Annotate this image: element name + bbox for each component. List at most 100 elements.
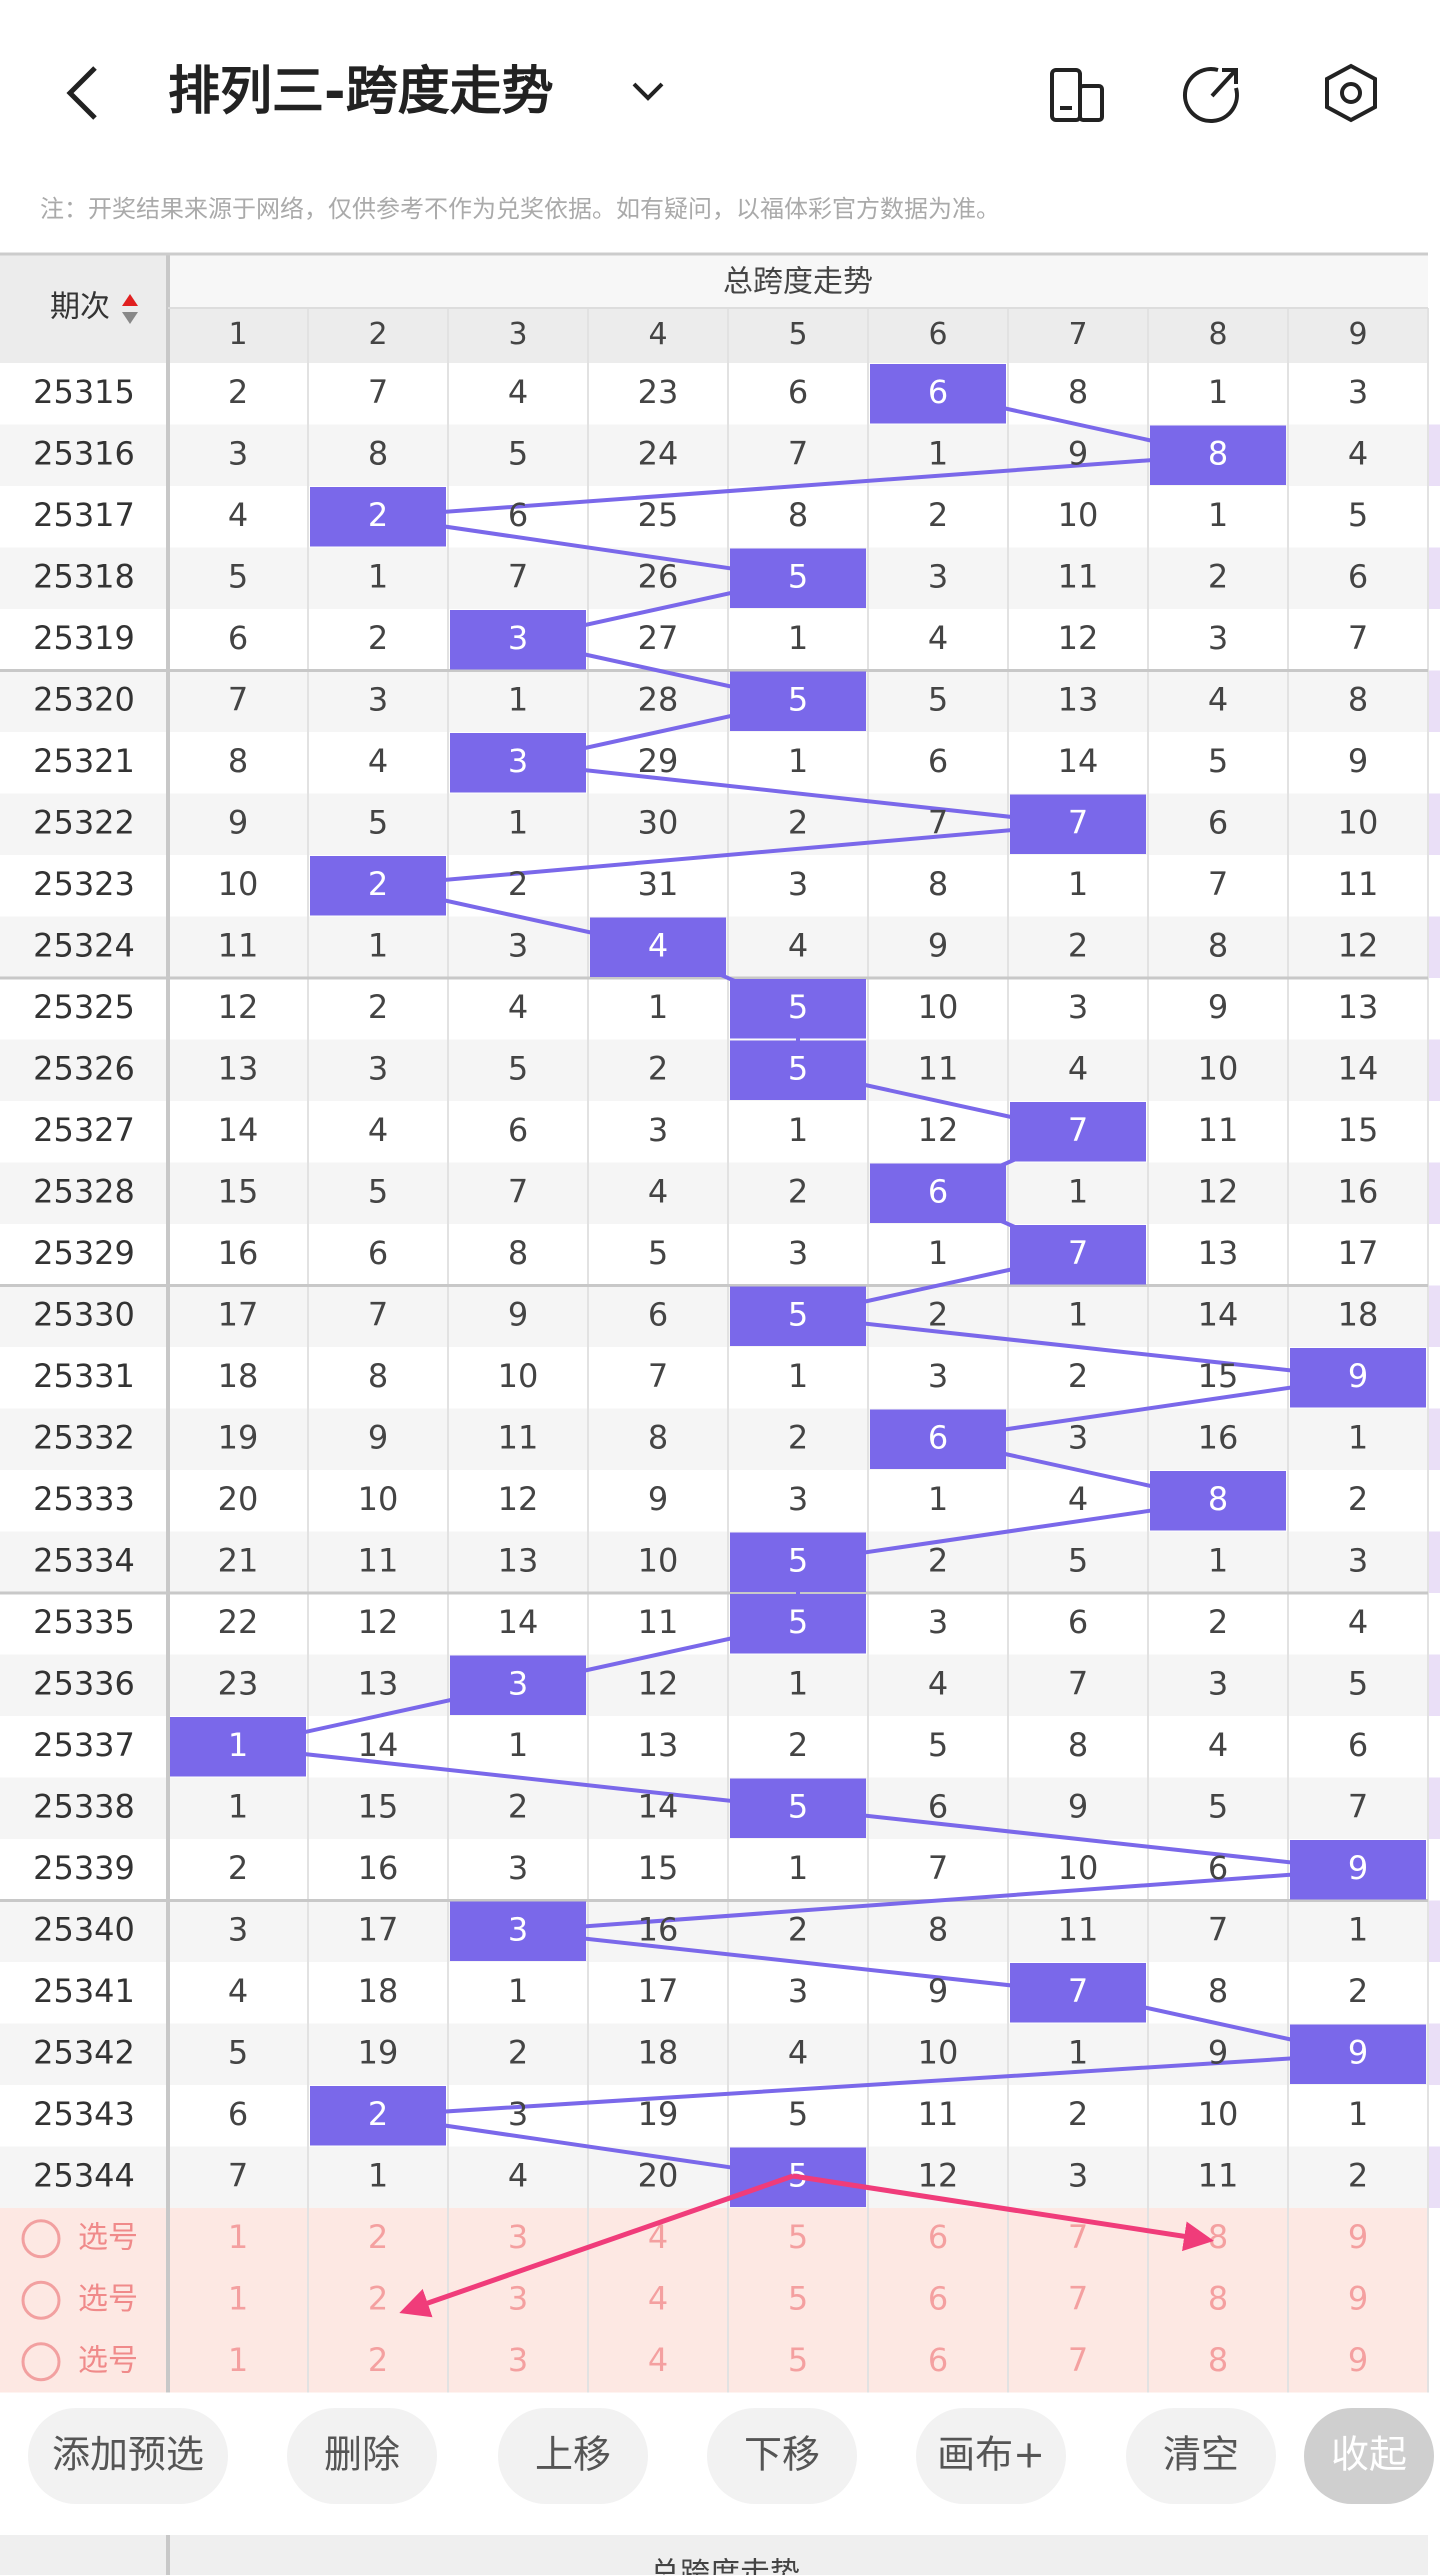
pick-number[interactable]: 6	[928, 2218, 948, 2256]
omission-value: 11	[918, 2095, 959, 2133]
omission-value: 1	[1348, 1418, 1368, 1456]
omission-value: 3	[1068, 988, 1088, 1026]
pick-number[interactable]: 6	[928, 2279, 948, 2317]
pick-number[interactable]: 5	[788, 2279, 808, 2317]
toolbar-button[interactable]	[1126, 2408, 1276, 2504]
omission-value: 5	[1348, 496, 1368, 534]
share-icon[interactable]	[1183, 67, 1239, 123]
pick-number[interactable]: 8	[1208, 2341, 1228, 2379]
pick-radio[interactable]	[21, 2219, 61, 2259]
omission-value: 23	[638, 373, 679, 411]
omission-value: 3	[228, 434, 248, 472]
pick-number[interactable]: 2	[368, 2218, 388, 2256]
omission-value: 1	[1348, 1910, 1368, 1948]
omission-value: 7	[508, 557, 528, 595]
omission-value: 10	[918, 988, 959, 1026]
toolbar-button[interactable]	[1304, 2408, 1434, 2504]
pick-radio[interactable]	[21, 2342, 61, 2382]
omission-value: 11	[638, 1603, 679, 1641]
settings-icon[interactable]	[1325, 63, 1377, 123]
omission-value: 3	[788, 1234, 808, 1272]
toolbar-button-label[interactable]: 清空	[1163, 2433, 1239, 2477]
pick-number[interactable]: 5	[788, 2341, 808, 2379]
toolbar-button[interactable]	[28, 2408, 228, 2504]
omission-value: 6	[228, 619, 248, 657]
omission-value: 8	[368, 1357, 388, 1395]
row-bg	[0, 1285, 1428, 1347]
pick-number[interactable]: 9	[1348, 2279, 1368, 2317]
layout-icon[interactable]	[1050, 68, 1104, 122]
pick-number[interactable]: 4	[648, 2341, 668, 2379]
span-hit-label: 5	[788, 557, 808, 595]
column-header: 8	[1208, 317, 1227, 352]
toolbar-button-label[interactable]: 上移	[535, 2433, 611, 2477]
toolbar-button[interactable]	[916, 2408, 1066, 2504]
pick-number[interactable]: 9	[1348, 2341, 1368, 2379]
omission-value: 8	[1068, 1726, 1088, 1764]
omission-value: 9	[1068, 1787, 1088, 1825]
pick-number[interactable]: 2	[368, 2279, 388, 2317]
omission-value: 2	[788, 803, 808, 841]
omission-value: 6	[1348, 1726, 1368, 1764]
toolbar-button-label[interactable]: 下移	[744, 2433, 820, 2477]
period: 25324	[33, 926, 135, 964]
omission-value: 15	[218, 1172, 259, 1210]
omission-value: 1	[368, 926, 388, 964]
toolbar-button-label[interactable]: 收起	[1331, 2433, 1407, 2477]
pick-number[interactable]: 8	[1208, 2279, 1228, 2317]
row-bg	[0, 1101, 1428, 1163]
omission-value: 4	[648, 1172, 668, 1210]
pick-number[interactable]: 1	[228, 2218, 248, 2256]
omission-value: 3	[648, 1111, 668, 1149]
pick-number[interactable]: 3	[508, 2279, 528, 2317]
omission-value: 2	[368, 619, 388, 657]
pick-number[interactable]: 8	[1208, 2218, 1228, 2256]
omission-value: 17	[218, 1295, 259, 1333]
omission-value: 15	[1338, 1111, 1379, 1149]
span-hit-label: 7	[1068, 1234, 1088, 1272]
omission-value: 4	[1068, 1049, 1088, 1087]
toolbar-button[interactable]	[287, 2408, 437, 2504]
toolbar-button-label[interactable]: 画布+	[937, 2433, 1045, 2477]
omission-value: 2	[508, 1787, 528, 1825]
pick-number[interactable]: 5	[788, 2218, 808, 2256]
pick-radio[interactable]	[21, 2280, 61, 2320]
pick-number[interactable]: 7	[1068, 2279, 1088, 2317]
dropdown-icon[interactable]	[632, 82, 664, 101]
period: 25340	[33, 1910, 135, 1948]
omission-value: 7	[368, 1295, 388, 1333]
pick-number[interactable]: 1	[228, 2279, 248, 2317]
pick-number[interactable]: 9	[1348, 2218, 1368, 2256]
row-bg	[0, 1962, 1428, 2024]
omission-value: 5	[648, 1234, 668, 1272]
row-edge	[1428, 855, 1440, 917]
pick-number[interactable]: 3	[508, 2341, 528, 2379]
column-header: 5	[788, 317, 807, 352]
span-hit	[730, 1778, 866, 1838]
period: 25315	[33, 373, 135, 411]
toolbar-button[interactable]	[498, 2408, 648, 2504]
omission-value: 9	[368, 1418, 388, 1456]
pick-number[interactable]: 4	[648, 2279, 668, 2317]
pick-number[interactable]: 6	[928, 2341, 948, 2379]
omission-value: 4	[368, 1111, 388, 1149]
pick-number[interactable]: 2	[368, 2341, 388, 2379]
pick-number[interactable]: 3	[508, 2218, 528, 2256]
pick-number[interactable]: 1	[228, 2341, 248, 2379]
toolbar-button[interactable]	[707, 2408, 857, 2504]
back-button[interactable]	[66, 66, 97, 120]
column-header: 3	[508, 317, 527, 352]
omission-value: 6	[1068, 1603, 1088, 1641]
pick-number[interactable]: 7	[1068, 2341, 1088, 2379]
period: 25316	[33, 434, 135, 472]
omission-value: 5	[1208, 742, 1228, 780]
toolbar-button-label[interactable]: 删除	[324, 2433, 400, 2477]
omission-value: 5	[1208, 1787, 1228, 1825]
span-hit-label: 2	[368, 496, 388, 534]
pick-label: 选号	[78, 2343, 138, 2378]
row-edge	[1428, 978, 1440, 1040]
pick-number[interactable]: 7	[1068, 2218, 1088, 2256]
toolbar-button-label[interactable]: 添加预选	[52, 2433, 204, 2477]
omission-value: 1	[1348, 2095, 1368, 2133]
omission-value: 5	[788, 2095, 808, 2133]
